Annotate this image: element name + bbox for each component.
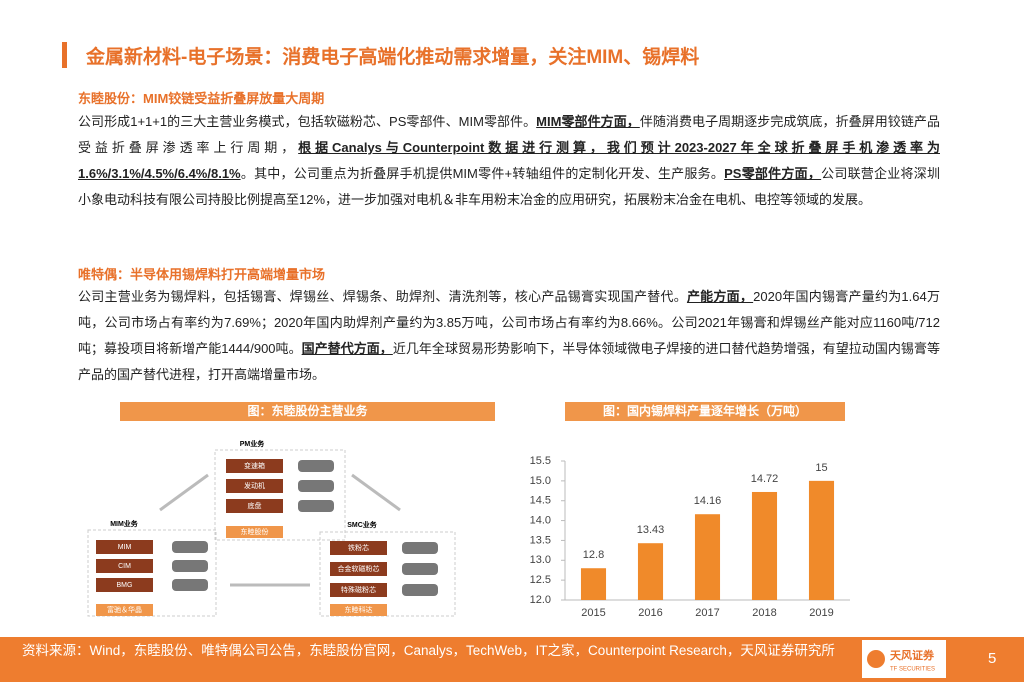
item-box: [226, 459, 283, 473]
group-title: PM业务: [240, 439, 265, 448]
item-label: 发动机: [244, 481, 265, 490]
group-box: [319, 531, 456, 617]
logo-icon: [867, 650, 885, 668]
slide-title: 金属新材料-电子场景：消费电子高端化推动需求增量，关注MIM、锡焊料: [86, 47, 700, 68]
bar: [637, 543, 664, 600]
product-photo: [172, 560, 208, 572]
item-box: [96, 540, 153, 554]
item-label: 铁粉芯: [348, 543, 369, 552]
arrow: [351, 473, 401, 512]
company-label: 富驰＆华晶: [107, 605, 142, 614]
text-run: 伴随消费电子周期逐步完成筑底，折叠屏用铰链产品受益折叠屏渗透率上行周期，: [78, 114, 940, 155]
item-label: 底盘: [248, 501, 262, 510]
bold-text: 根据Canalys与Counterpoint数据进行测算，我们预计2023-20…: [78, 140, 940, 181]
item-box: [330, 562, 387, 576]
item-box: [226, 499, 283, 513]
data-label: 13.43: [637, 524, 665, 536]
item-box: [96, 578, 153, 592]
y-tick-label: 12.5: [530, 574, 551, 586]
x-tick-label: 2018: [752, 607, 776, 619]
company-label: 东睦股份: [241, 527, 269, 536]
item-label: CIM: [118, 563, 131, 570]
item-label: 合金软磁粉芯: [338, 564, 380, 573]
product-photo: [298, 480, 334, 492]
x-tick-label: 2017: [695, 607, 719, 619]
company-box: [96, 604, 153, 616]
item-box: [226, 479, 283, 493]
item-box: [96, 559, 153, 573]
bar: [808, 480, 835, 600]
figure-title: 图：国内锡焊料产量逐年增长（万吨）: [565, 402, 845, 421]
item-label: 特殊磁粉芯: [341, 585, 376, 594]
item-label: 变速箱: [244, 461, 265, 470]
section-heading: 东睦股份：MIM铰链受益折叠屏放量大周期: [78, 91, 325, 106]
product-photo: [402, 563, 438, 575]
bold-text: 国产替代方面，: [301, 341, 393, 356]
company-label: 东睦科达: [345, 605, 373, 614]
section-heading: 唯特偶：半导体用锡焊料打开高端增量市场: [78, 267, 326, 282]
text-run: 。其中，公司重点为折叠屏手机提供MIM零件+转轴组件的定制化开发、生产服务。: [240, 166, 725, 181]
y-tick-label: 13.0: [530, 554, 551, 566]
company-box: [226, 526, 283, 538]
y-tick-label: 15.0: [530, 475, 551, 487]
item-box: [330, 583, 387, 597]
group-title: MIM业务: [110, 519, 139, 528]
data-label: 12.8: [583, 549, 604, 561]
data-label: 15: [815, 462, 827, 474]
product-photo: [298, 500, 334, 512]
item-box: [330, 541, 387, 555]
footer: [0, 637, 1024, 682]
item-label: MIM: [118, 544, 132, 551]
text-run: 公司联营企业将深圳小象电动科技有限公司持股比例提高至12%，进一步加强对电机＆非…: [78, 166, 940, 207]
product-photo: [402, 584, 438, 596]
bold-text: PS零部件方面，: [724, 166, 822, 181]
product-photo: [298, 460, 334, 472]
y-tick-label: 14.5: [530, 495, 551, 507]
bar: [751, 491, 778, 600]
bold-text: 产能方面，: [686, 289, 754, 304]
y-tick-label: 12.0: [530, 594, 551, 606]
logo-mark: 天风证券 TF SECURITIES: [867, 648, 935, 673]
figure-title: 图：东睦股份主营业务: [120, 402, 495, 421]
paragraph: 公司形成1+1+1的三大主营业务模式，包括软磁粉芯、PS零部件、MIM零部件。M…: [78, 109, 940, 213]
x-tick-label: 2016: [638, 607, 662, 619]
page-number: 5: [988, 650, 997, 667]
bar: [580, 568, 607, 600]
x-tick-label: 2019: [809, 607, 833, 619]
product-photo: [402, 542, 438, 554]
group-title: SMC业务: [347, 520, 378, 529]
logo: 天风证券 TF SECURITIES: [862, 640, 946, 678]
paragraph: 公司主营业务为锡焊料，包括锡膏、焊锡丝、焊锡条、助焊剂、清洗剂等，核心产品锡膏实…: [78, 284, 940, 388]
product-photo: [172, 541, 208, 553]
logo-text: 天风证券: [890, 648, 935, 662]
y-tick-label: 15.5: [530, 455, 551, 467]
y-tick-label: 13.5: [530, 534, 551, 546]
text-run: 公司主营业务为锡焊料，包括锡膏、焊锡丝、焊锡条、助焊剂、清洗剂等，核心产品锡膏实…: [78, 289, 687, 304]
bold-text: MIM零部件方面，: [536, 114, 640, 129]
text-run: 公司形成1+1+1的三大主营业务模式，包括软磁粉芯、PS零部件、MIM零部件。: [78, 114, 537, 129]
source-note: 资料来源：Wind，东睦股份、唯特偶公司公告，东睦股份官网，Canalys，Te…: [22, 643, 835, 658]
bar: [694, 514, 721, 600]
logo-sub: TF SECURITIES: [890, 667, 935, 673]
title-bar: [62, 42, 67, 68]
product-photo: [172, 579, 208, 591]
item-label: BMG: [117, 582, 133, 589]
text-run: 2020年国内锡膏产量约为1.64万吨，公司市场占有率约为7.69%；2020年…: [78, 289, 940, 356]
text-run: 近几年全球贸易形势影响下，半导体领域微电子焊接的进口替代趋势增强，有望拉动国内锡…: [78, 341, 940, 382]
arrows: [159, 473, 401, 587]
group-box: [214, 449, 346, 541]
data-label: 14.72: [751, 473, 779, 485]
data-label: 14.16: [694, 495, 722, 507]
x-tick-label: 2015: [581, 607, 605, 619]
y-tick-label: 14.0: [530, 514, 551, 526]
company-box: [330, 604, 387, 616]
arrow: [159, 473, 209, 512]
